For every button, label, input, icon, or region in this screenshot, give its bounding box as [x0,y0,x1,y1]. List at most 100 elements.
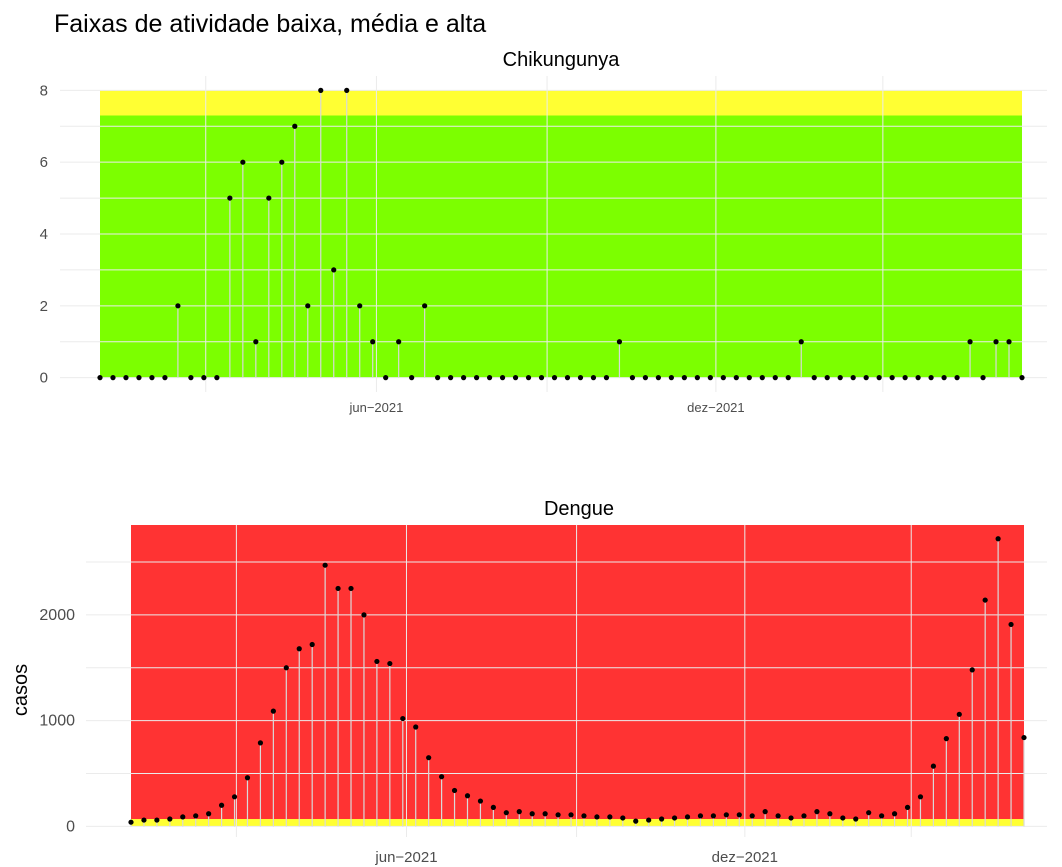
data-point [762,809,768,815]
data-point [720,375,726,381]
y-tick-label: 0 [66,818,75,835]
data-point [681,375,687,381]
data-point [473,375,480,381]
data-point [954,375,960,381]
data-point [1008,621,1014,628]
data-point [668,375,674,381]
x-tick-label: dez−2021 [712,849,778,866]
data-point [240,159,246,165]
data-point [201,375,207,381]
data-point [993,339,999,345]
panel-title-chikungunya: Chikungunya [503,49,621,71]
data-point [292,123,298,129]
data-point [542,811,548,817]
y-tick-label: 2000 [39,607,75,624]
data-point [980,375,986,381]
bands-chikungunya [100,90,1022,378]
data-point [659,816,665,822]
data-point [141,817,147,823]
data-point [97,375,103,381]
data-point [461,375,467,381]
data-point [167,816,173,822]
data-point [891,811,898,817]
data-point [193,813,199,819]
data-point [448,375,454,381]
data-point [499,375,506,381]
data-point [798,339,804,345]
data-point [149,375,155,381]
data-point [231,794,238,800]
grid-chikungunya [60,76,1047,392]
data-point [607,814,613,820]
data-point [396,339,402,345]
grid-dengue [86,525,1047,837]
data-point [671,815,678,821]
data-point [733,375,739,381]
data-point [244,775,251,781]
data-point [309,641,315,648]
y-tick-label: 6 [40,154,48,171]
data-point [555,812,561,818]
data-point [646,817,652,823]
data-point [227,195,233,201]
data-point [850,375,856,381]
data-point [956,711,962,717]
band-alta [131,525,1024,820]
data-point [348,585,354,592]
data-point [811,375,817,381]
band-baixa [100,115,1022,378]
data-point [594,814,600,820]
data-point [218,802,225,808]
data-point [180,814,186,820]
data-point [477,798,484,804]
data-point [915,375,921,381]
data-point [941,375,947,381]
data-point [400,715,406,722]
data-point [684,814,691,820]
data-point [486,375,493,381]
data-point [128,819,134,825]
data-point [902,375,908,381]
data-point [904,804,911,810]
data-point [736,812,742,818]
y-axis-label: casos [10,664,32,716]
data-point [620,815,626,821]
data-point [863,375,869,381]
data-point [516,809,522,815]
data-point [512,375,519,381]
data-point [853,816,859,822]
data-point [1019,375,1025,381]
data-point [969,667,975,673]
data-point [788,815,794,821]
data-point [266,195,272,201]
data-point [697,813,704,819]
data-point [746,375,752,381]
data-point [930,763,937,769]
data-point [694,375,700,381]
data-point [123,375,129,381]
panel-dengue: Dengue 0 1000 2000 jun−2021 dez−2021 [39,498,1047,866]
data-point [136,375,142,381]
data-point [435,375,441,381]
data-point [775,813,781,819]
data-point [837,375,843,381]
data-point [655,375,661,381]
bands-dengue [131,525,1024,827]
data-point [175,303,181,309]
data-point [917,794,924,800]
data-point [876,375,882,381]
data-point [568,812,574,818]
data-point [801,813,807,819]
data-point [361,612,367,618]
data-point [426,755,432,761]
band-média [100,90,1022,116]
data-point [270,708,276,714]
data-point [206,811,212,817]
data-point [590,375,597,381]
data-point [577,375,584,381]
data-point [279,159,285,165]
x-tick-label: jun−2021 [374,849,437,866]
figure-title: Faixas de atividade baixa, média e alta [54,10,486,38]
y-tick-label: 0 [40,370,48,387]
